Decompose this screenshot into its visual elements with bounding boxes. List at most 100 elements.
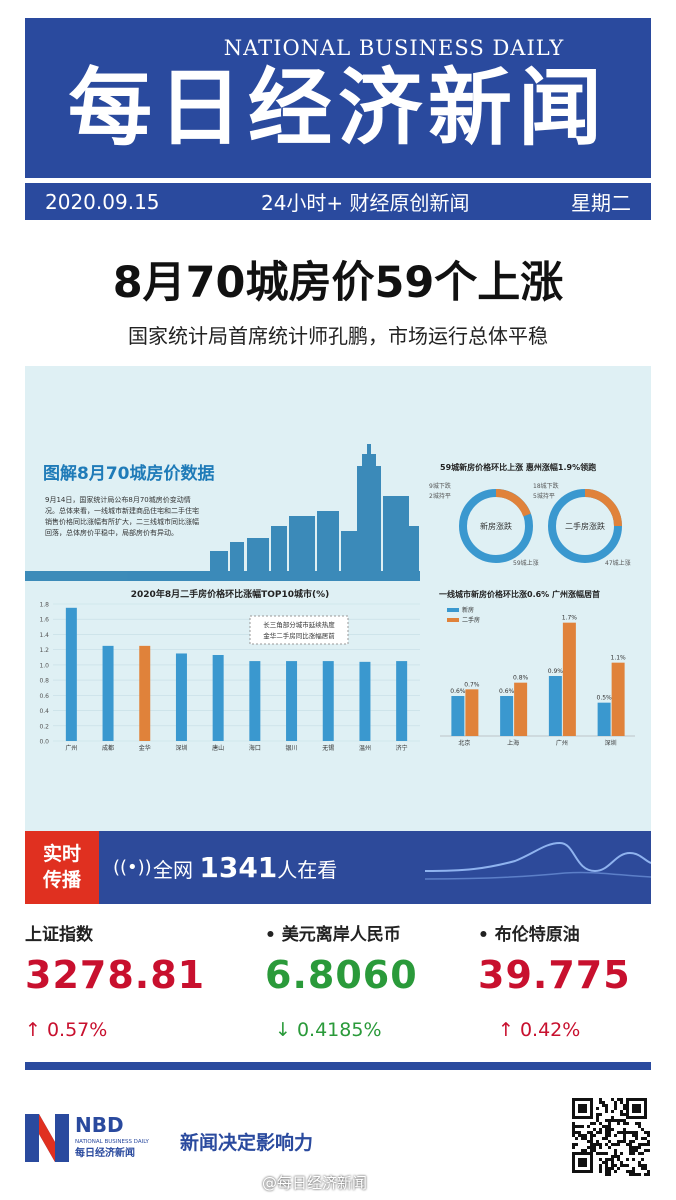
- city-skyline: [25, 444, 420, 581]
- bar: [322, 661, 334, 741]
- viewer-count-prefix: 全网: [153, 858, 193, 882]
- x-tick-label: 无锡: [322, 744, 334, 752]
- intro-line: 销售价格同比涨幅有所扩大，二三线城市同比涨幅: [45, 517, 199, 526]
- donut-new-house: 新房涨跌 9城下跌 2城持平 59城上涨: [429, 482, 539, 567]
- x-tick-label: 成都: [102, 744, 114, 752]
- logo-cn: 每日经济新闻: [75, 1146, 135, 1159]
- bar: [562, 622, 576, 736]
- y-tick-label: 0.6: [39, 693, 49, 700]
- donut-second-hand: 二手房涨跌 18城下跌 5城持平 47城上涨: [533, 482, 631, 567]
- issue-date: 2020.09.15: [45, 189, 160, 214]
- tagline: 24小时+ 财经原创新闻: [260, 191, 470, 215]
- weibo-watermark: @每日经济新闻: [262, 1174, 368, 1192]
- data-label: 0.6%: [499, 688, 515, 695]
- index-value: 3278.81: [25, 953, 206, 997]
- x-tick-label: 上海: [507, 739, 519, 747]
- broadcast-icon: ((•)): [113, 857, 152, 878]
- donut-label: 47城上涨: [605, 559, 631, 567]
- viewer-count: 全网 1341人在看: [153, 851, 337, 884]
- donut-label: 59城上涨: [513, 559, 539, 567]
- donut-label: 2城持平: [429, 492, 451, 500]
- live-tag-line: 实时: [42, 843, 81, 865]
- intro-line: 况。总体来看，一线城市新建商品住宅和二手住宅: [45, 506, 199, 515]
- annotation-line: 金华二手房同比涨幅居前: [263, 631, 335, 640]
- divider: [25, 1062, 651, 1070]
- bar: [514, 682, 528, 736]
- x-tick-label: 金华: [139, 744, 151, 752]
- viewer-count-number: 1341: [199, 851, 278, 884]
- donut-header: 59城新房价格环比上涨 惠州涨幅1.9%领跑: [440, 462, 596, 472]
- bar: [597, 702, 611, 736]
- data-label: 0.7%: [464, 681, 480, 688]
- index-brent-crude: • 布伦特原油 39.775 ↑ 0.42%: [478, 920, 676, 1041]
- index-name: • 布伦特原油: [478, 925, 580, 945]
- logo-sub: NATIONAL BUSINESS DAILY: [75, 1139, 150, 1145]
- x-tick-label: 广州: [65, 744, 77, 752]
- date-bar: 2020.09.15 24小时+ 财经原创新闻 星期二: [25, 180, 651, 220]
- top10-annotation: 长三角部分城市延续热度 金华二手房同比涨幅居前: [249, 615, 349, 645]
- legend-second-hand: 二手房: [462, 616, 480, 624]
- y-tick-label: 1.0: [39, 662, 49, 669]
- bar: [175, 653, 187, 741]
- subheadline: 国家统计局首席统计师孔鹏，市场运行总体平稳: [128, 324, 548, 348]
- bar: [396, 661, 408, 741]
- infographic-title: 图解8月70城房价数据: [43, 463, 215, 484]
- index-value: 6.8060: [265, 953, 418, 997]
- y-tick-label: 0.8: [39, 678, 49, 685]
- y-tick-label: 1.4: [39, 632, 49, 639]
- x-tick-label: 深圳: [175, 744, 187, 752]
- logo-text: NBD: [75, 1113, 124, 1137]
- index-shanghai: 上证指数 3278.81 ↑ 0.57%: [25, 920, 235, 1041]
- donut-label: 5城持平: [533, 492, 555, 500]
- donut-label: 18城下跌: [533, 482, 559, 490]
- viewer-count-suffix: 人在看: [277, 858, 338, 882]
- y-tick-label: 0.2: [39, 723, 49, 730]
- index-value: 39.775: [478, 953, 631, 997]
- infographic: 图解8月70城房价数据 9月14日，国家统计局公布8月70城房价变动情 况。总体…: [25, 366, 651, 831]
- index-usd-cnh: • 美元离岸人民币 6.8060 ↓ 0.4185%: [265, 920, 475, 1041]
- bar: [359, 661, 371, 741]
- top10-chart: 1.8 1.6 1.4 1.2 1.0 0.8 0.6 0.4 0.2 0.0 广州 成都 金华 深圳 唐山…: [39, 602, 420, 752]
- masthead: NATIONAL BUSINESS DAILY 每日经济新闻: [25, 18, 651, 178]
- bar: [212, 654, 224, 741]
- tier1-legend: 新房 二手房: [447, 606, 480, 624]
- x-tick-label: 唐山: [212, 744, 224, 752]
- qr-code[interactable]: [572, 1098, 650, 1176]
- data-label: 0.5%: [597, 695, 613, 702]
- arrow-up-icon: ↑: [25, 1019, 41, 1041]
- live-tag: 实时 传播: [25, 831, 99, 904]
- index-name: 上证指数: [25, 925, 93, 945]
- y-tick-label: 1.8: [39, 602, 49, 609]
- index-name: • 美元离岸人民币: [265, 925, 401, 945]
- donut-center-label: 二手房涨跌: [565, 521, 605, 531]
- infographic-intro: 9月14日，国家统计局公布8月70城房价变动情 况。总体来看，一线城市新建商品住…: [45, 495, 199, 537]
- top10-chart-title: 2020年8月二手房价格环比涨幅TOP10城市(%): [131, 588, 329, 600]
- intro-line: 回落，总体房价平稳中，局部房价有异动。: [45, 528, 178, 537]
- bar: [102, 645, 114, 741]
- weekday: 星期二: [571, 191, 631, 215]
- x-tick-label: 济宁: [396, 744, 408, 752]
- bar: [139, 645, 151, 741]
- x-tick-label: 海口: [249, 744, 261, 752]
- data-label: 0.8%: [513, 675, 529, 682]
- bar: [286, 661, 298, 741]
- bar: [500, 696, 514, 736]
- data-label: 0.6%: [450, 688, 466, 695]
- infographic-svg: 图解8月70城房价数据 9月14日，国家统计局公布8月70城房价变动情 况。总体…: [25, 444, 635, 752]
- tier1-chart: 0.6%0.7%北京0.6%0.8%上海0.9%1.7%广州0.5%1.1%深圳: [440, 615, 635, 747]
- masthead-english-name: NATIONAL BUSINESS DAILY: [223, 36, 565, 60]
- y-tick-label: 0.4: [39, 708, 49, 715]
- live-tag-line: 传播: [42, 869, 81, 891]
- intro-line: 9月14日，国家统计局公布8月70城房价变动情: [45, 495, 191, 504]
- donut-label: 9城下跌: [429, 482, 451, 490]
- index-change-value: 0.42%: [519, 1019, 581, 1041]
- x-tick-label: 银川: [286, 744, 298, 752]
- wave-decoration: [425, 841, 651, 880]
- y-tick-label: 1.6: [39, 617, 49, 624]
- bar: [611, 662, 625, 736]
- index-change: ↓ 0.4185%: [265, 1019, 475, 1041]
- legend-new: 新房: [462, 606, 474, 614]
- index-change-value: 0.4185%: [296, 1019, 382, 1041]
- bar: [548, 676, 562, 736]
- bar: [65, 607, 77, 741]
